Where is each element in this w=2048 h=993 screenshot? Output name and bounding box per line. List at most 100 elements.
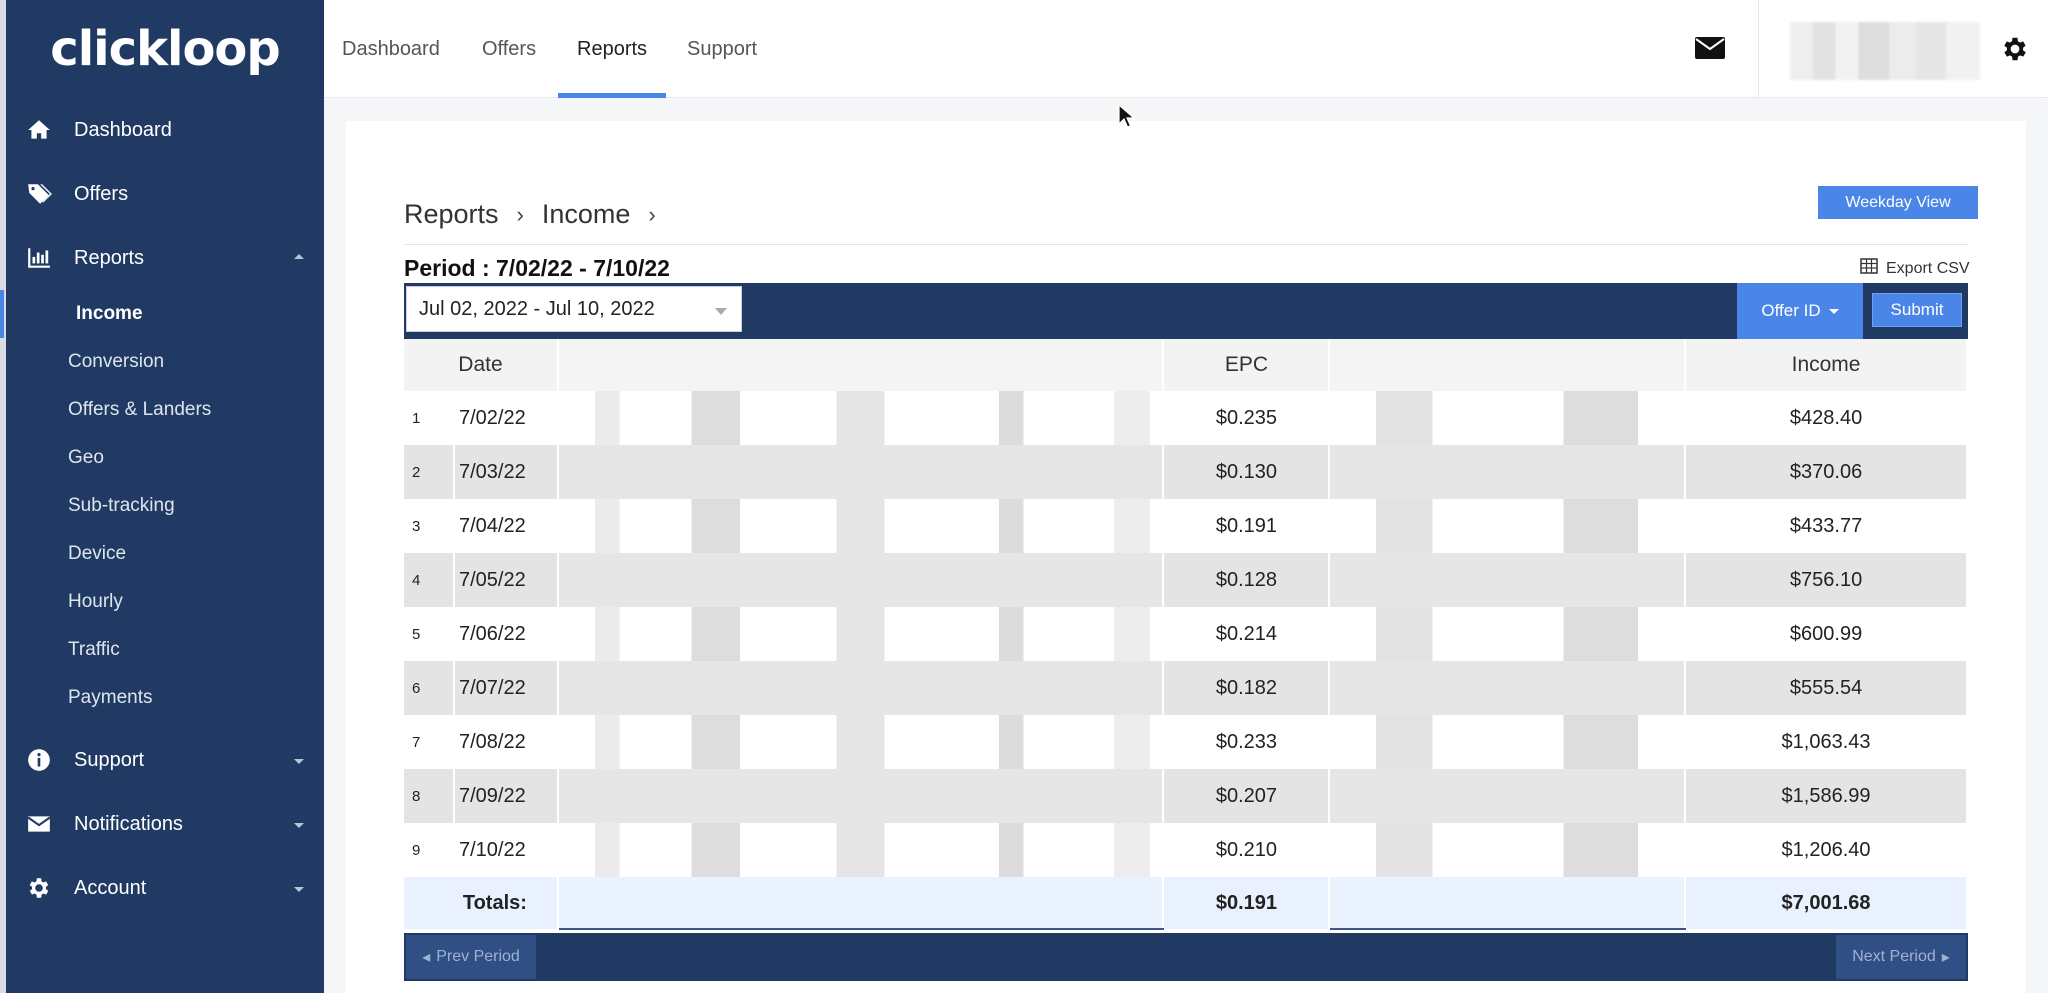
cell-redacted (557, 823, 1165, 877)
cell-redacted (557, 769, 1165, 823)
sidebar-item-label: Reports (74, 246, 145, 269)
cell-income: $600.99 (1685, 607, 1968, 661)
sidebar-subitem-income[interactable]: Income (0, 290, 324, 338)
table-row: 6 7/07/22 $0.182 $555.54 (404, 661, 1968, 715)
cell-income: $555.54 (1685, 661, 1968, 715)
sidebar-item-offers[interactable]: Offers (6, 162, 324, 226)
reports-submenu: Income Conversion Offers & Landers Geo S… (0, 290, 324, 728)
logo[interactable]: clickloop (6, 0, 324, 98)
sidebar-item-reports[interactable]: Reports (6, 226, 324, 290)
cell-date: 7/03/22 (453, 445, 559, 499)
mouse-cursor-icon (1118, 104, 1136, 128)
cell-income: $1,586.99 (1685, 769, 1968, 823)
chevron-down-icon (294, 759, 304, 764)
column-header-income[interactable]: Income (1685, 339, 1968, 391)
tab-label: Offers (482, 37, 537, 60)
next-period-button[interactable]: Next Period ▸ (1836, 935, 1966, 979)
cell-epc: $0.233 (1163, 715, 1331, 769)
breadcrumb-income[interactable]: Income (541, 199, 631, 229)
cell-redacted (1329, 877, 1687, 930)
tab-offers[interactable]: Offers (482, 0, 536, 98)
cell-redacted (557, 877, 1165, 930)
chevron-down-icon (1828, 308, 1839, 314)
column-header-redacted (557, 339, 1165, 391)
row-number: 1 (404, 391, 455, 445)
cell-epc: $0.191 (1163, 499, 1331, 553)
row-number: 6 (404, 661, 455, 715)
row-number: 9 (404, 823, 455, 877)
home-icon (24, 117, 54, 143)
cell-date: 7/09/22 (453, 769, 559, 823)
active-tab-indicator (558, 93, 667, 98)
export-csv-button[interactable]: Export CSV (1860, 258, 1970, 279)
row-number: 2 (404, 445, 455, 499)
sidebar-subitem-payments[interactable]: Payments (68, 687, 153, 708)
weekday-view-button[interactable]: Weekday View (1818, 186, 1978, 219)
chevron-down-icon (294, 887, 304, 892)
breadcrumb-reports[interactable]: Reports (404, 199, 499, 229)
sidebar-item-label: Account (74, 876, 147, 899)
cell-income: $1,063.43 (1685, 715, 1968, 769)
sidebar-subitem-device[interactable]: Device (68, 543, 127, 564)
sidebar-subitem-sub-tracking[interactable]: Sub-tracking (68, 495, 175, 516)
prev-period-button[interactable]: ◂ Prev Period (406, 935, 536, 979)
sidebar-subitem-hourly[interactable]: Hourly (68, 591, 123, 612)
period-label: Period : 7/02/22 - 7/10/22 (404, 255, 670, 281)
envelope-icon (24, 811, 54, 837)
date-range-picker[interactable]: Jul 02, 2022 - Jul 10, 2022 (406, 286, 742, 332)
table-row: 3 7/04/22 $0.191 $433.77 (404, 499, 1968, 553)
tab-reports[interactable]: Reports (558, 0, 667, 98)
submit-button[interactable]: Submit (1872, 293, 1962, 327)
tab-support[interactable]: Support (687, 0, 757, 98)
cell-epc: $0.210 (1163, 823, 1331, 877)
bar-chart-icon (24, 245, 54, 271)
export-label: Export CSV (1886, 259, 1970, 277)
table-row: 8 7/09/22 $0.207 $1,586.99 (404, 769, 1968, 823)
table-row: 5 7/06/22 $0.214 $600.99 (404, 607, 1968, 661)
cell-redacted (1329, 715, 1687, 769)
cell-date: 7/07/22 (453, 661, 559, 715)
table-icon (1860, 258, 1878, 279)
column-header-epc[interactable]: EPC (1163, 339, 1331, 391)
cell-redacted (1329, 769, 1687, 823)
cell-date: 7/04/22 (453, 499, 559, 553)
tab-label: Dashboard (342, 37, 440, 60)
row-number: 4 (404, 553, 455, 607)
cell-redacted (1329, 553, 1687, 607)
sidebar-subitem-conversion[interactable]: Conversion (68, 351, 165, 372)
column-header-date[interactable]: Date (404, 339, 559, 391)
gear-icon (24, 875, 54, 901)
settings-gear-icon[interactable] (2000, 34, 2030, 64)
next-period-label: Next Period (1852, 948, 1936, 965)
totals-income: $7,001.68 (1685, 877, 1968, 929)
chevron-up-icon (294, 254, 304, 259)
date-range-value: Jul 02, 2022 - Jul 10, 2022 (419, 297, 655, 320)
sidebar-subitem-offers-landers[interactable]: Offers & Landers (68, 399, 212, 420)
totals-epc: $0.191 (1163, 877, 1331, 929)
user-profile-redacted[interactable] (1790, 22, 1980, 80)
mail-icon[interactable] (1694, 34, 1726, 62)
sidebar-subitem-geo[interactable]: Geo (68, 447, 104, 468)
sidebar-item-support[interactable]: Support (6, 728, 324, 792)
sidebar-item-account[interactable]: Account (6, 856, 324, 920)
chevron-left-icon: ◂ (422, 949, 431, 966)
cell-epc: $0.235 (1163, 391, 1331, 445)
cell-redacted (557, 553, 1165, 607)
table-row: 9 7/10/22 $0.210 $1,206.40 (404, 823, 1968, 877)
row-number: 3 (404, 499, 455, 553)
tab-label: Reports (577, 37, 648, 60)
chevron-down-icon (294, 823, 304, 828)
table-row: 4 7/05/22 $0.128 $756.10 (404, 553, 1968, 607)
cell-date: 7/08/22 (453, 715, 559, 769)
offer-id-dropdown[interactable]: Offer ID (1737, 283, 1863, 339)
tab-dashboard[interactable]: Dashboard (342, 0, 440, 98)
sidebar-item-dashboard[interactable]: Dashboard (6, 98, 324, 162)
row-number: 8 (404, 769, 455, 823)
cell-redacted (557, 661, 1165, 715)
divider (1758, 0, 1759, 98)
sidebar-item-notifications[interactable]: Notifications (6, 792, 324, 856)
sidebar-item-label: Dashboard (74, 118, 172, 141)
totals-label: Totals: (404, 877, 559, 929)
prev-period-label: Prev Period (436, 948, 520, 965)
sidebar-subitem-traffic[interactable]: Traffic (68, 639, 120, 660)
